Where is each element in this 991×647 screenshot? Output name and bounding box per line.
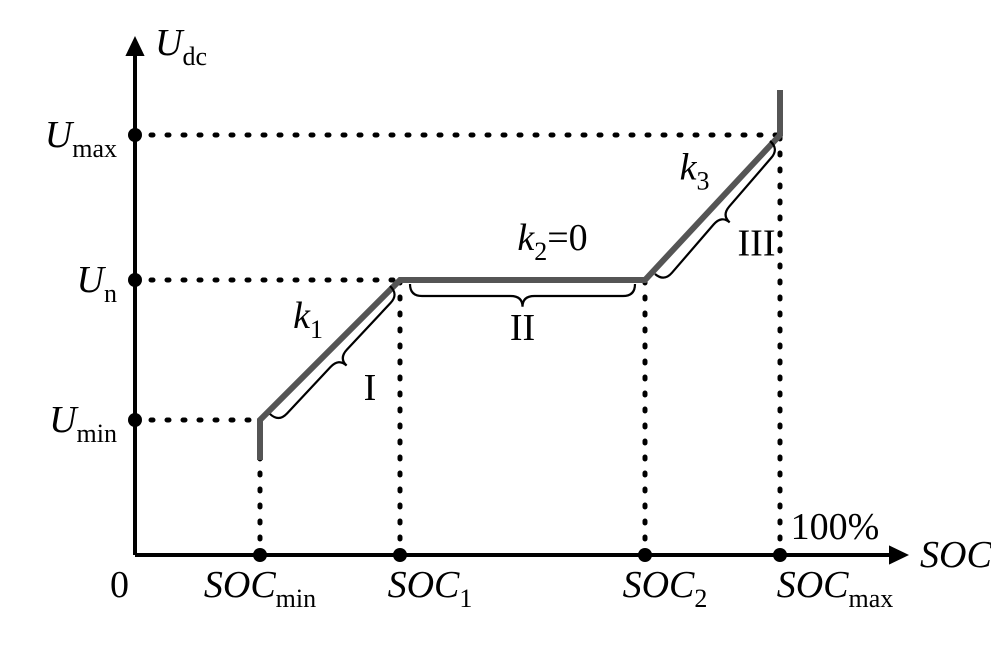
label-k1: k1 [293, 295, 323, 344]
label-umax: Umax [45, 114, 117, 163]
label-umin: Umin [49, 399, 117, 448]
tick-dot [128, 273, 142, 287]
label-un: Un [77, 259, 117, 308]
y-axis-arrow [125, 36, 144, 56]
label-region2: II [510, 307, 535, 349]
tick-dot [128, 128, 142, 142]
label-soc2: SOC2 [623, 564, 708, 613]
tick-dot [773, 548, 787, 562]
label-region3: III [738, 223, 776, 265]
droop-curve-diagram: Udc SOC Umax Un Umin 0 SOCmin SOC1 SOC2 SOCmax 100… [0, 0, 991, 647]
label-socmin: SOCmin [204, 564, 316, 613]
label-socmax: SOCmax [777, 564, 894, 613]
label-k3: k3 [680, 147, 710, 196]
label-soc: SOC [920, 534, 991, 576]
label-100pct: 100% [791, 506, 880, 548]
tick-dot [128, 413, 142, 427]
tick-dot [393, 548, 407, 562]
label-k2: k2=0 [517, 217, 587, 266]
label-udc: Udc [155, 22, 207, 71]
label-region1: I [364, 367, 377, 409]
label-zero: 0 [110, 564, 129, 606]
droop-curve [260, 90, 780, 460]
tick-dot [638, 548, 652, 562]
label-soc1: SOC1 [388, 564, 473, 613]
x-axis-arrow [889, 545, 909, 564]
tick-dot [253, 548, 267, 562]
brace-region-2 [410, 284, 635, 307]
